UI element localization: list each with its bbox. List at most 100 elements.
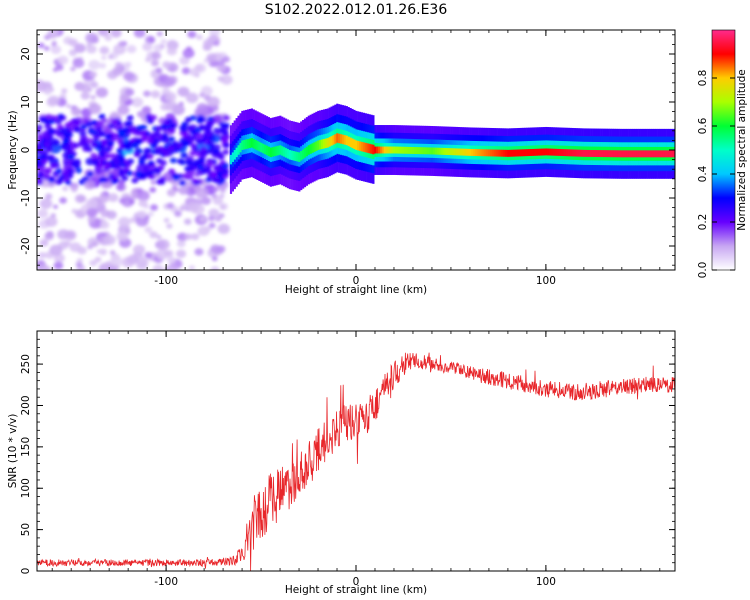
noise-speckle (195, 187, 209, 199)
ridge-cell (488, 149, 491, 157)
ridge-cell (305, 146, 309, 157)
noise-speckle (218, 121, 226, 128)
noise-speckle (84, 180, 96, 190)
noise-speckle (46, 155, 54, 161)
noise-speckle (88, 59, 101, 70)
noise-speckle (66, 149, 74, 155)
snr-ticks: -100 0 100 0 50 100 150 200 250 (20, 330, 675, 588)
y-tick-label: 50 (20, 523, 32, 536)
noise-speckle (182, 48, 195, 59)
ridge-cell (250, 138, 253, 148)
ridge-cell (535, 148, 538, 156)
ridge-cell (584, 149, 588, 157)
ridge-cell (554, 148, 557, 156)
noise-speckle (196, 102, 208, 113)
ridge-cell (322, 139, 326, 149)
ridge-cell (260, 142, 263, 153)
noise-speckle (149, 132, 157, 139)
noise-speckle (86, 137, 94, 144)
noise-speckle (127, 254, 140, 265)
ridge-cell (596, 150, 599, 157)
ridge-cell (410, 146, 413, 154)
noise-speckle (50, 163, 58, 169)
noise-speckle (121, 196, 135, 208)
noise-speckle (172, 141, 180, 147)
noise-speckle (104, 162, 112, 169)
noise-speckle (219, 205, 226, 210)
ridge-cell (660, 150, 664, 158)
noise-speckle (57, 176, 65, 182)
ridge-cell (391, 146, 394, 154)
ridge-cell (324, 138, 328, 149)
noise-speckle (152, 264, 164, 270)
ridge-cell (533, 148, 536, 156)
ridge-cell (531, 148, 534, 156)
noise-speckle (118, 171, 126, 178)
ridge-cell (298, 152, 301, 162)
noise-speckle (108, 123, 116, 129)
ridge-cell (590, 150, 593, 157)
noise-speckle (61, 127, 69, 134)
ridge-cell (243, 139, 246, 150)
noise-speckle (68, 232, 74, 238)
ridge-line (229, 103, 675, 194)
ridge-cell (381, 146, 384, 154)
noise-speckles (37, 30, 233, 270)
ridge-cell (495, 149, 498, 157)
ridge-cell (497, 149, 500, 157)
noise-speckle (37, 209, 49, 219)
ridge-cell (668, 150, 671, 158)
y-tick-label: 10 (20, 95, 32, 108)
ridge-cell (452, 148, 455, 156)
noise-speckle (179, 56, 190, 65)
ridge-cell (615, 150, 618, 158)
noise-speckle (99, 30, 105, 34)
noise-speckle (222, 115, 230, 121)
noise-speckle (72, 142, 80, 149)
ridge-cell (503, 149, 506, 157)
noise-speckle (165, 92, 177, 102)
ridge-cell (657, 150, 660, 158)
noise-speckle (96, 249, 102, 254)
ridge-cell (408, 146, 411, 154)
noise-speckle (131, 129, 139, 135)
noise-speckle (206, 96, 220, 108)
noise-speckle (111, 118, 119, 125)
noise-speckle (131, 142, 139, 149)
ridge-cell (414, 147, 417, 154)
x-tick-label: -100 (154, 275, 178, 287)
ridge-cell (353, 139, 356, 149)
ridge-cell (545, 148, 548, 156)
noise-speckle (186, 125, 194, 132)
ridge-cell (463, 148, 466, 156)
ridge-cell (262, 143, 265, 154)
ridge-cell (368, 143, 371, 154)
ridge-cell (622, 150, 626, 158)
noise-speckle (171, 104, 185, 116)
ridge-cell (509, 149, 512, 157)
ridge-cell (552, 148, 555, 156)
noise-speckle (132, 244, 146, 255)
noise-speckle (126, 120, 134, 127)
noise-speckle (133, 30, 146, 38)
ridge-cell (605, 150, 609, 158)
ridge-cell (338, 133, 341, 144)
noise-speckle (113, 159, 121, 165)
ridge-cell (252, 139, 255, 149)
ridge-cell (520, 149, 523, 157)
ridge-cell (664, 150, 667, 158)
ridge-cell (400, 146, 403, 154)
noise-speckle (213, 40, 220, 46)
noise-speckle (212, 196, 223, 205)
ridge-cell (548, 148, 552, 156)
noise-speckle (101, 55, 107, 60)
noise-speckle (222, 162, 230, 169)
ridge-cell (467, 148, 470, 156)
noise-speckle (71, 186, 78, 193)
ridge-cell (493, 149, 497, 157)
noise-speckle (43, 134, 51, 141)
noise-speckle (217, 76, 225, 82)
noise-speckle (64, 122, 72, 128)
noise-speckle (167, 145, 175, 151)
